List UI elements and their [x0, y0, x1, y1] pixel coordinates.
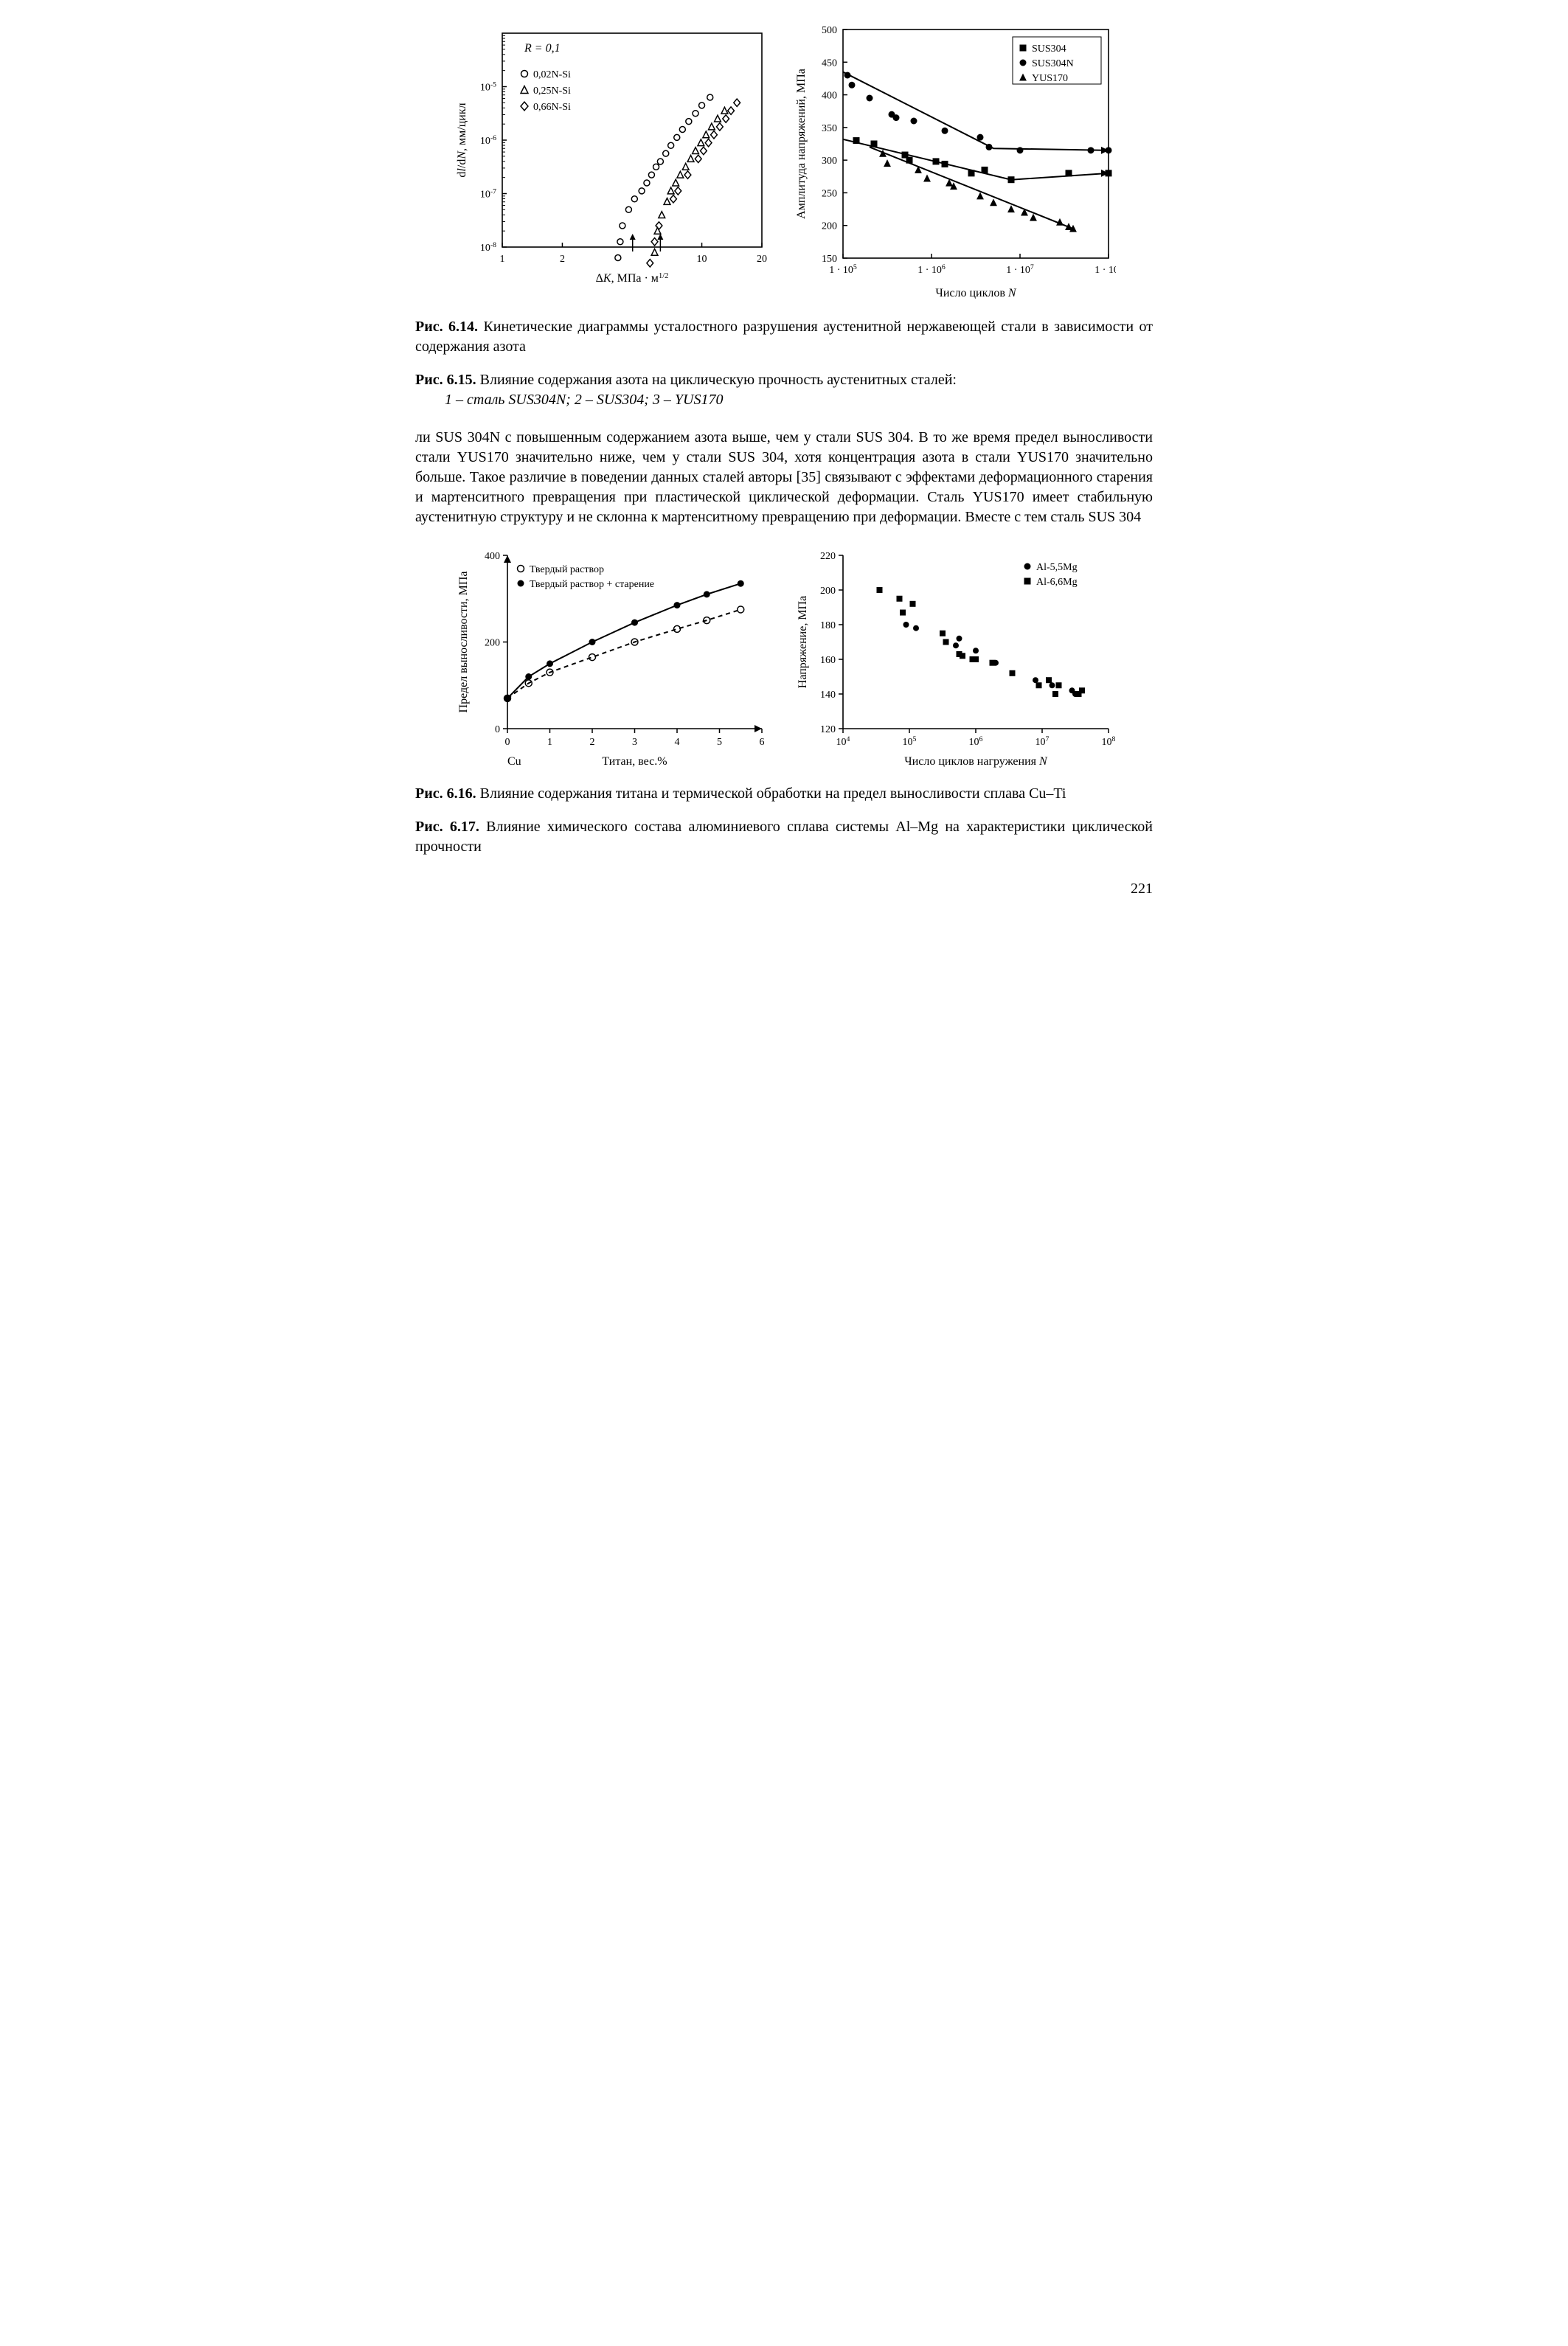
caption-6-14: Рис. 6.14. Кинетические диаграммы устало… — [415, 317, 1153, 357]
svg-text:180: 180 — [820, 620, 836, 631]
caption-6-15: Рис. 6.15. Влияние содержания азота на ц… — [415, 370, 1153, 410]
svg-text:0,66N-Si: 0,66N-Si — [533, 102, 571, 113]
svg-text:400: 400 — [485, 551, 500, 562]
figure-6-16: 0 200 400 0 1 2 3 4 5 6 Cu Титан, вес.% Предел вынос… — [452, 548, 769, 769]
svg-text:4: 4 — [675, 737, 680, 748]
svg-text:400: 400 — [822, 91, 837, 102]
svg-text:450: 450 — [822, 58, 837, 69]
caption-6-16: Рис. 6.16. Влияние содержания титана и т… — [415, 784, 1153, 804]
svg-text:105: 105 — [903, 735, 917, 749]
svg-text:SUS304: SUS304 — [1032, 44, 1066, 55]
svg-text:Предел выносливости, МПа: Предел выносливости, МПа — [457, 572, 470, 713]
svg-text:500: 500 — [822, 25, 837, 36]
svg-text:dl/dN, мм/цикл: dl/dN, мм/цикл — [456, 103, 468, 177]
svg-text:200: 200 — [822, 221, 837, 232]
svg-text:YUS170: YUS170 — [1032, 73, 1068, 84]
svg-text:160: 160 — [820, 655, 836, 666]
svg-text:120: 120 — [820, 724, 836, 735]
svg-text:20: 20 — [757, 254, 767, 265]
svg-text:250: 250 — [822, 188, 837, 199]
svg-text:SUS304N: SUS304N — [1032, 58, 1074, 69]
svg-text:1 · 108: 1 · 108 — [1095, 263, 1116, 277]
svg-text:Титан, вес.%: Титан, вес.% — [602, 755, 667, 768]
svg-text:10: 10 — [697, 254, 707, 265]
caption-label: Рис. 6.15. — [415, 372, 476, 388]
svg-text:Твердый раствор: Твердый раствор — [530, 564, 604, 575]
svg-text:1 · 106: 1 · 106 — [917, 263, 946, 277]
caption-label: Рис. 6.17. — [415, 819, 479, 835]
svg-text:1 · 105: 1 · 105 — [829, 263, 857, 277]
svg-text:350: 350 — [822, 123, 837, 134]
svg-text:Al-6,6Mg: Al-6,6Mg — [1036, 577, 1078, 588]
svg-text:Амплитуда напряжений, МПа: Амплитуда напряжений, МПа — [795, 69, 808, 219]
caption-sublist: 1 – сталь SUS304N; 2 – SUS304; 3 – YUS17… — [445, 390, 1153, 410]
caption-label: Рис. 6.16. — [415, 785, 476, 802]
svg-text:10-8: 10-8 — [480, 241, 496, 254]
caption-text: Влияние содержания титана и термической … — [480, 785, 1066, 802]
svg-text:0,25N-Si: 0,25N-Si — [533, 86, 571, 97]
caption-6-17: Рис. 6.17. Влияние химического состава а… — [415, 817, 1153, 857]
caption-text: Влияние химического состава алюминиевого… — [415, 819, 1153, 855]
svg-text:0: 0 — [495, 724, 500, 735]
svg-text:140: 140 — [820, 690, 836, 701]
svg-text:107: 107 — [1035, 735, 1050, 749]
caption-text: Влияние содержания азота на циклическую … — [480, 372, 957, 388]
svg-text:300: 300 — [822, 156, 837, 167]
svg-text:6: 6 — [760, 737, 765, 748]
caption-label: Рис. 6.14. — [415, 319, 478, 335]
svg-text:Напряжение, МПа: Напряжение, МПа — [797, 596, 809, 688]
figure-row-2: 0 200 400 0 1 2 3 4 5 6 Cu Титан, вес.% Предел вынос… — [415, 548, 1153, 769]
svg-text:10-5: 10-5 — [480, 80, 496, 94]
figure-6-15: 150 200 250 300 350 400 450 500 1 · 105 1 · 106 1 … — [791, 22, 1116, 302]
svg-text:Число циклов N: Число циклов N — [935, 287, 1016, 299]
svg-text:200: 200 — [485, 638, 500, 649]
svg-text:Число циклов нагружения N: Число циклов нагружения N — [904, 755, 1048, 768]
svg-text:0: 0 — [505, 737, 510, 748]
svg-text:2: 2 — [590, 737, 595, 748]
svg-text:0,02N-Si: 0,02N-Si — [533, 69, 571, 80]
svg-text:5: 5 — [717, 737, 722, 748]
svg-text:2: 2 — [560, 254, 565, 265]
svg-text:Cu: Cu — [507, 755, 521, 768]
svg-text:108: 108 — [1102, 735, 1116, 749]
svg-text:1: 1 — [500, 254, 505, 265]
svg-text:150: 150 — [822, 254, 837, 265]
svg-text:1 · 107: 1 · 107 — [1006, 263, 1034, 277]
svg-text:106: 106 — [969, 735, 983, 749]
svg-text:220: 220 — [820, 551, 836, 562]
body-paragraph: ли SUS 304N с повышенным содержанием азо… — [415, 428, 1153, 527]
svg-text:200: 200 — [820, 586, 836, 597]
svg-text:1: 1 — [547, 737, 552, 748]
caption-text: Кинетические диаграммы усталостного разр… — [415, 319, 1153, 355]
svg-text:Al-5,5Mg: Al-5,5Mg — [1036, 562, 1078, 573]
svg-text:10-6: 10-6 — [480, 134, 496, 148]
svg-text:Твердый раствор + старение: Твердый раствор + старение — [530, 579, 654, 590]
svg-text:3: 3 — [632, 737, 637, 748]
figure-6-14: 10-8 10-7 10-6 10-5 1 2 10 20 ΔK, МПа · м1/2 dl/d… — [452, 22, 769, 302]
figure-6-17: 120 140 160 180 200 220 104 105 106 107 108 Число ц… — [791, 548, 1116, 769]
svg-text:R = 0,1: R = 0,1 — [524, 42, 561, 55]
svg-text:ΔK, МПа · м1/2: ΔK, МПа · м1/2 — [596, 272, 669, 285]
svg-text:104: 104 — [836, 735, 850, 749]
page-number: 221 — [415, 879, 1153, 899]
svg-text:10-7: 10-7 — [480, 187, 496, 201]
figure-row-1: 10-8 10-7 10-6 10-5 1 2 10 20 ΔK, МПа · м1/2 dl/d… — [415, 22, 1153, 302]
